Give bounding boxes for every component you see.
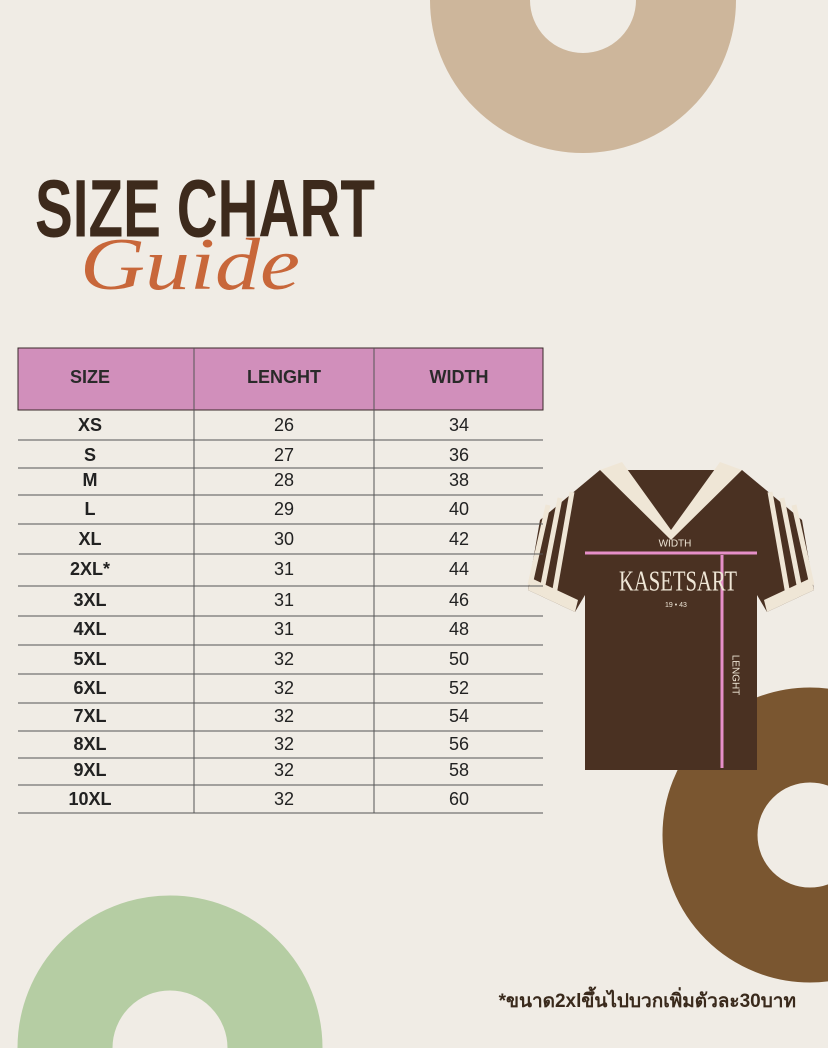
- value-cell: 29: [274, 499, 294, 519]
- value-cell: 32: [274, 678, 294, 698]
- value-cell: 26: [274, 415, 294, 435]
- shirt-illustration: [527, 462, 815, 770]
- value-cell: 32: [274, 706, 294, 726]
- value-cell: 32: [274, 789, 294, 809]
- size-cell: 5XL: [73, 649, 106, 669]
- size-cell: 9XL: [73, 760, 106, 780]
- value-cell: 36: [449, 445, 469, 465]
- deco-arc: [430, 0, 736, 153]
- length-label: LENGHT: [729, 655, 740, 696]
- footnote: *ขนาด2xlขึ้นไปบวกเพิ่มตัวละ30บาท: [499, 986, 796, 1012]
- value-cell: 30: [274, 529, 294, 549]
- size-cell: L: [85, 499, 96, 519]
- value-cell: 48: [449, 619, 469, 639]
- value-cell: 27: [274, 445, 294, 465]
- column-header: SIZE: [70, 367, 110, 387]
- size-cell: 2XL*: [70, 559, 110, 579]
- size-cell: 4XL: [73, 619, 106, 639]
- shirt-brand: KASETSART: [619, 566, 737, 597]
- table-header: [17, 347, 544, 411]
- size-cell: XS: [78, 415, 102, 435]
- value-cell: 31: [274, 559, 294, 579]
- column-header: WIDTH: [430, 367, 489, 387]
- value-cell: 50: [449, 649, 469, 669]
- value-cell: 32: [274, 734, 294, 754]
- size-cell: XL: [78, 529, 101, 549]
- value-cell: 34: [449, 415, 469, 435]
- value-cell: 40: [449, 499, 469, 519]
- value-cell: 32: [274, 649, 294, 669]
- value-cell: 28: [274, 470, 294, 490]
- value-cell: 58: [449, 760, 469, 780]
- subtitle: Guide: [80, 224, 300, 306]
- size-cell: 6XL: [73, 678, 106, 698]
- value-cell: 60: [449, 789, 469, 809]
- size-cell: M: [83, 470, 98, 490]
- title: SIZE CHART: [35, 164, 375, 255]
- value-cell: 56: [449, 734, 469, 754]
- value-cell: 38: [449, 470, 469, 490]
- size-cell: 3XL: [73, 590, 106, 610]
- value-cell: 32: [274, 760, 294, 780]
- value-cell: 42: [449, 529, 469, 549]
- size-cell: 7XL: [73, 706, 106, 726]
- deco-ring: [662, 687, 828, 983]
- value-cell: 31: [274, 590, 294, 610]
- size-cell: 8XL: [73, 734, 106, 754]
- size-cell: 10XL: [68, 789, 111, 809]
- shirt-year: 19 • 43: [665, 602, 687, 609]
- value-cell: 52: [449, 678, 469, 698]
- deco-arc: [17, 895, 323, 1048]
- value-cell: 46: [449, 590, 469, 610]
- size-cell: S: [84, 445, 96, 465]
- width-label: WIDTH: [659, 539, 692, 550]
- value-cell: 44: [449, 559, 469, 579]
- column-header: LENGHT: [247, 367, 321, 387]
- value-cell: 54: [449, 706, 469, 726]
- value-cell: 31: [274, 619, 294, 639]
